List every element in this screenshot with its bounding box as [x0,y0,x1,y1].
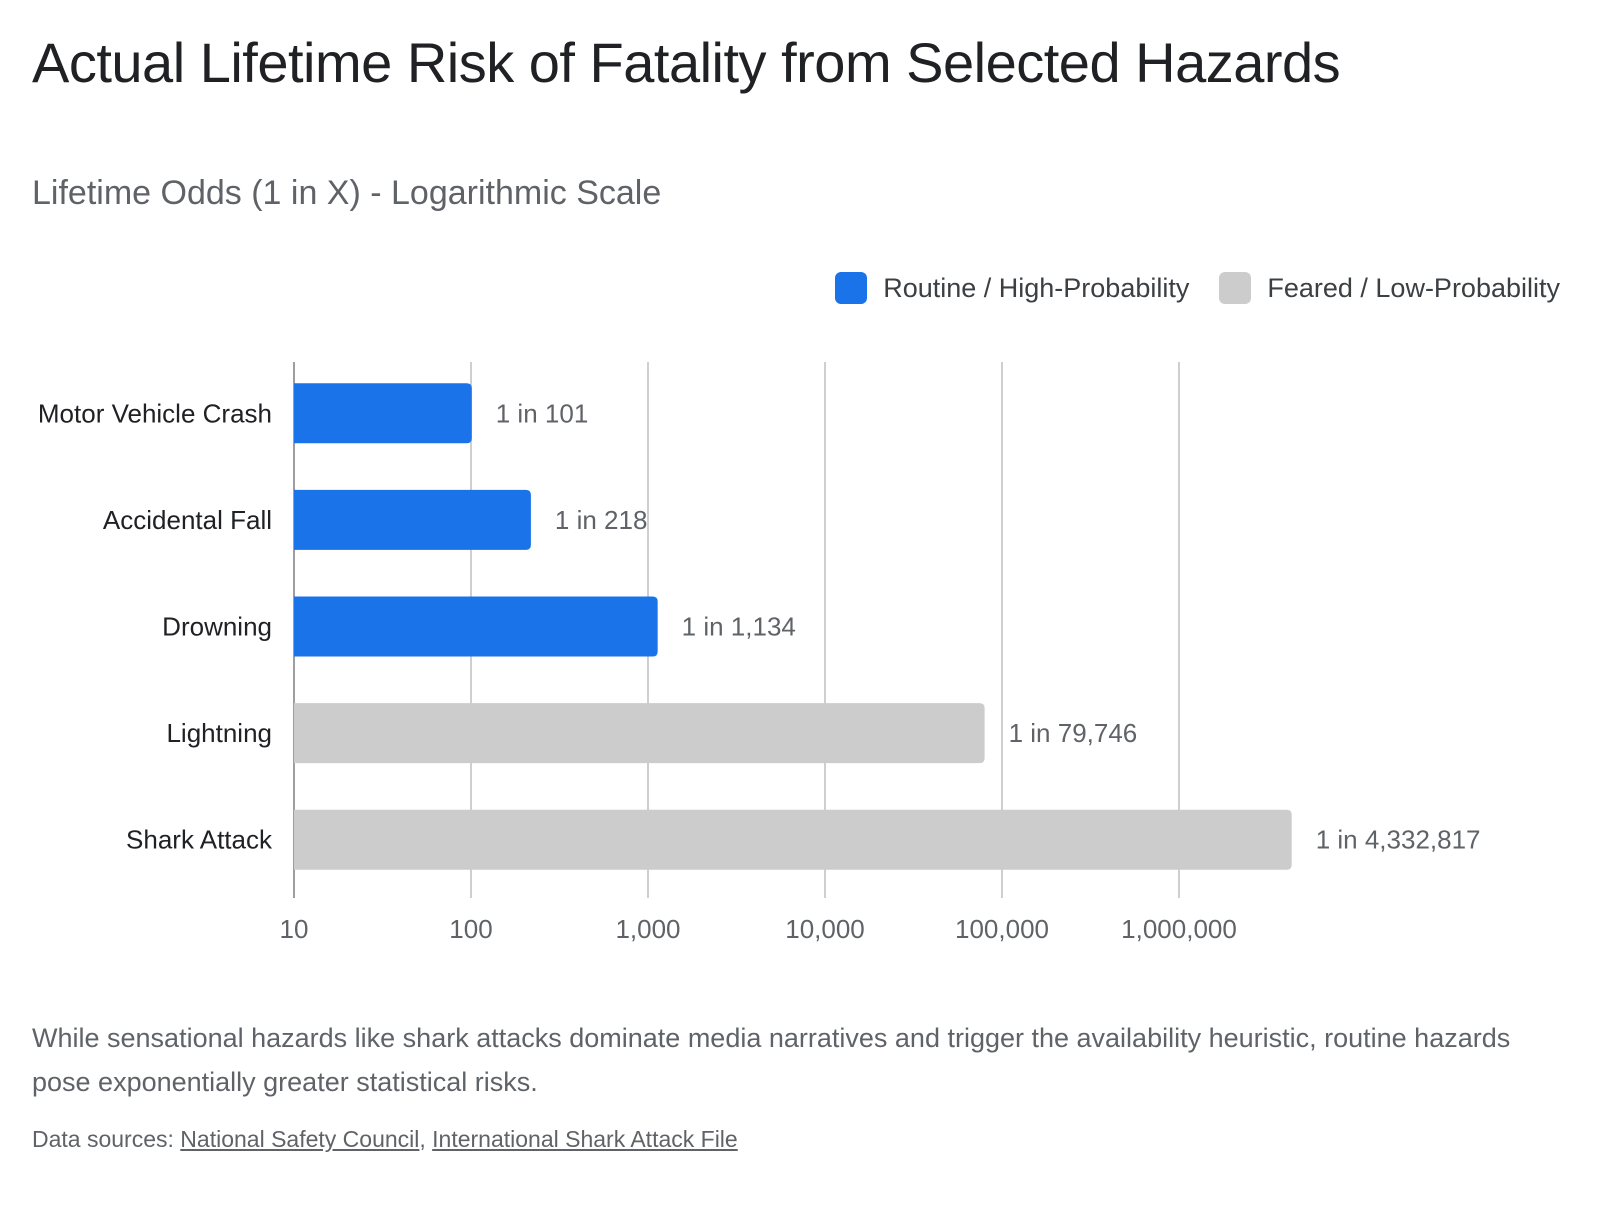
x-tick-label: 100,000 [955,914,1049,944]
category-label: Drowning [162,612,272,642]
data-sources: Data sources: National Safety Council, I… [32,1126,738,1153]
value-label: 1 in 1,134 [682,612,796,642]
chart-caption: While sensational hazards like shark att… [32,1023,1511,1097]
value-label: 1 in 4,332,817 [1316,825,1481,855]
legend-label-routine: Routine / High-Probability [883,272,1190,303]
source-link-nsc[interactable]: National Safety Council [180,1126,420,1152]
source-link-isaf[interactable]: International Shark Attack File [432,1126,738,1152]
chart-subtitle: Lifetime Odds (1 in X) - Logarithmic Sca… [32,174,662,212]
chart-legend: Routine / High-Probability Feared / Low-… [835,272,1560,304]
sources-separator: , [419,1126,433,1152]
bar [294,703,985,764]
x-tick-label: 100 [449,914,492,944]
bar-chart: 10 100 1,000 10,000 100,000 1,000,000 Motor Ve… [38,362,1481,944]
chart-title: Actual Lifetime Risk of Fatality from Se… [32,31,1341,94]
legend-item-feared[interactable]: Feared / Low-Probability [1219,272,1560,304]
value-label: 1 in 101 [496,398,589,428]
legend-swatch-routine [835,272,868,304]
bar [294,383,472,444]
category-label: Shark Attack [126,825,273,855]
category-label: Motor Vehicle Crash [38,398,272,428]
category-label: Accidental Fall [103,505,272,535]
value-label: 1 in 79,746 [1009,718,1138,748]
value-label: 1 in 218 [555,505,648,535]
x-tick-label: 1,000 [615,914,680,944]
bar [294,596,658,657]
legend-label-feared: Feared / Low-Probability [1267,272,1560,303]
sources-prefix: Data sources: [32,1126,181,1152]
x-tick-label: 10,000 [785,914,865,944]
x-tick-label: 10 [280,914,309,944]
bar [294,809,1292,870]
legend-item-routine[interactable]: Routine / High-Probability [835,272,1189,304]
bar [294,489,531,550]
x-tick-label: 1,000,000 [1121,914,1237,944]
category-label: Lightning [166,718,272,748]
legend-swatch-feared [1219,272,1252,304]
